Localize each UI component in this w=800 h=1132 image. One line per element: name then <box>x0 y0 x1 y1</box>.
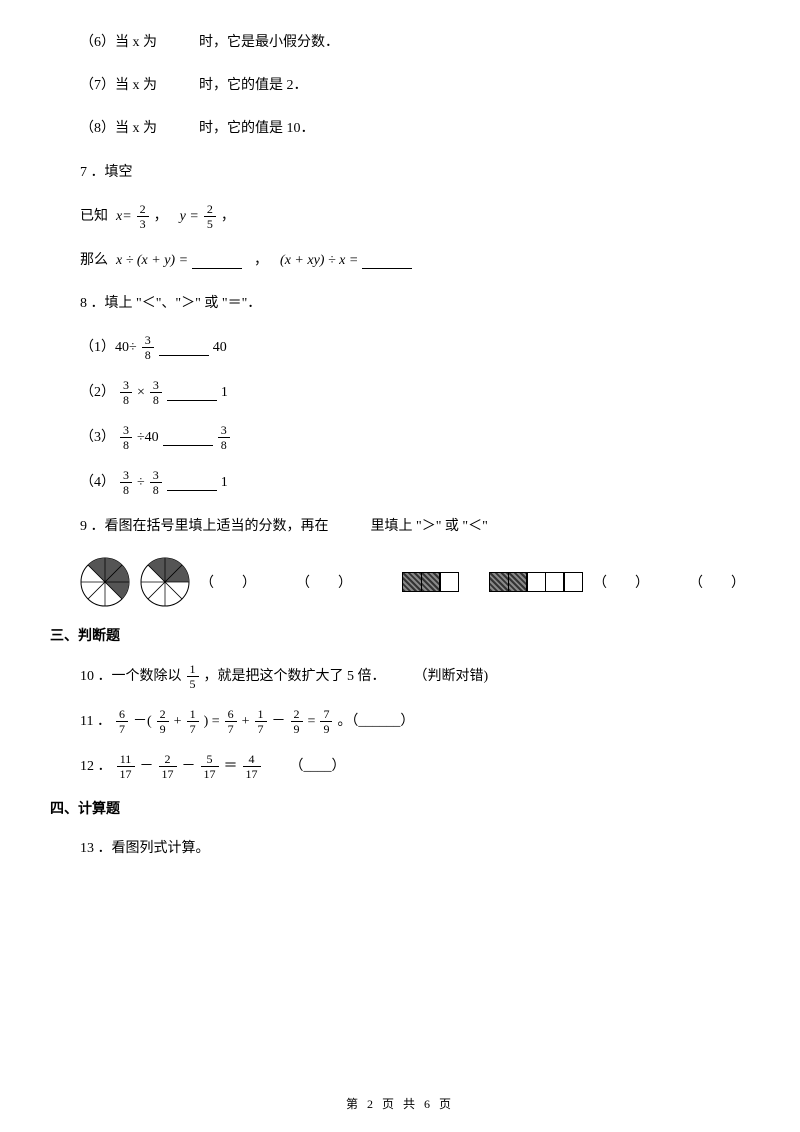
q11-eq: = <box>308 709 316 734</box>
q8-1-b: 40 <box>213 335 227 360</box>
known-prefix: 已知 <box>80 204 108 229</box>
sep: ， <box>254 248 268 273</box>
frac-3-8-f: 38 <box>120 469 132 496</box>
frac-6-7b: 67 <box>225 708 237 735</box>
blank-expr2[interactable] <box>362 252 412 269</box>
q11-plus2: + <box>242 709 250 734</box>
q8-2-times: × <box>137 380 145 405</box>
figures-row: （ ） （ ） （ ） （ ） <box>80 557 750 607</box>
question-9-label: 9 ．看图在括号里填上适当的分数，再在 里填上 "＞" 或 "＜" <box>80 514 750 539</box>
question-7-sub: （7）当 x 为 时，它的值是 2． <box>80 73 750 98</box>
blank-8-4[interactable] <box>167 474 217 491</box>
q8-2-c: 1 <box>221 380 228 405</box>
blank-8-3[interactable] <box>163 429 213 446</box>
question-11: 11 ． 67 －( 29 + 17 ) = 67 + 17 － 29 = 79… <box>80 708 750 735</box>
q8-1-a: （1）40÷ <box>80 335 137 360</box>
q8-4: （4） 38 ÷ 38 1 <box>80 469 750 496</box>
frac-1-7b: 17 <box>255 708 267 735</box>
frac-1-7a: 17 <box>187 708 199 735</box>
frac-7-9: 79 <box>320 708 332 735</box>
frac-11-17: 1117 <box>117 753 135 780</box>
known-values: 已知 x= 23 ， y = 25 ， <box>80 203 750 230</box>
q12-m1: － <box>140 754 154 779</box>
blank-8-2[interactable] <box>167 384 217 401</box>
q8-3: （3） 38 ÷40 38 <box>80 424 750 451</box>
q11-mid: ) = <box>204 709 220 734</box>
frac-4-17: 417 <box>243 753 261 780</box>
q8-3-b: ÷40 <box>137 425 159 450</box>
then-prefix: 那么 <box>80 248 108 273</box>
q8-3-a: （3） <box>80 425 115 450</box>
page-footer: 第 2 页 共 6 页 <box>0 1095 800 1112</box>
question-8-sub: （8）当 x 为 时，它的值是 10． <box>80 116 750 141</box>
comma-1: ， <box>154 204 168 229</box>
section-4-title: 四、计算题 <box>50 798 750 818</box>
q8-4-div: ÷ <box>137 470 145 495</box>
paren-1[interactable]: （ ） <box>200 572 256 592</box>
frac-3-8-a: 38 <box>142 334 154 361</box>
frac-3-8-d: 38 <box>120 424 132 451</box>
paren-4[interactable]: （ ） <box>689 572 745 592</box>
question-12: 12 ． 1117 － 217 － 517 ＝ 417 （____） <box>80 753 750 780</box>
q11-a: 11 ． <box>80 709 111 734</box>
question-10: 10 ．一个数除以 15 ，就是把这个数扩大了 5 倍． （判断对错) <box>80 663 750 690</box>
pie-2 <box>140 557 190 607</box>
q8-1: （1）40÷ 38 40 <box>80 334 750 361</box>
frac-3-8-g: 38 <box>150 469 162 496</box>
q8-4-a: （4） <box>80 470 115 495</box>
bar-2 <box>489 572 583 592</box>
q10-a: 10 ．一个数除以 <box>80 664 182 689</box>
x-equals: x= <box>116 204 132 229</box>
frac-2-17: 217 <box>159 753 177 780</box>
expr2: (x + xy) ÷ x = <box>280 248 358 273</box>
frac-2-9b: 29 <box>291 708 303 735</box>
frac-5-17: 517 <box>201 753 219 780</box>
frac-3-8-c: 38 <box>150 379 162 406</box>
frac-2-9a: 29 <box>157 708 169 735</box>
q12-eq: ＝ <box>224 754 238 779</box>
frac-2-5: 25 <box>204 203 216 230</box>
blank-8-1[interactable] <box>159 339 209 356</box>
paren-3[interactable]: （ ） <box>593 572 649 592</box>
q11-minus: －( <box>133 709 152 734</box>
q8-2-a: （2） <box>80 380 115 405</box>
question-6: （6）当 x 为 时，它是最小假分数． <box>80 30 750 55</box>
pie-1 <box>80 557 130 607</box>
question-8-label: 8 ．填上 "＜"、"＞" 或 "＝"． <box>80 291 750 316</box>
frac-2-3: 23 <box>137 203 149 230</box>
frac-1-5: 15 <box>187 663 199 690</box>
q11-plus: + <box>174 709 182 734</box>
bar-1 <box>402 572 459 592</box>
frac-3-8-e: 38 <box>218 424 230 451</box>
then-expressions: 那么 x ÷ (x + y) = ， (x + xy) ÷ x = <box>80 248 750 273</box>
section-3-title: 三、判断题 <box>50 625 750 645</box>
q11-end[interactable]: 。（______） <box>337 709 414 734</box>
q12-a: 12 ． <box>80 754 112 779</box>
y-equals: y = <box>180 204 199 229</box>
q12-end[interactable]: （____） <box>290 754 346 779</box>
question-7-label: 7 ．填空 <box>80 160 750 185</box>
paren-2[interactable]: （ ） <box>296 572 352 592</box>
frac-3-8-b: 38 <box>120 379 132 406</box>
q11-minus2: － <box>272 709 286 734</box>
expr1: x ÷ (x + y) = <box>116 248 188 273</box>
q10-b: ，就是把这个数扩大了 5 倍． （判断对错) <box>204 664 489 689</box>
q8-4-c: 1 <box>221 470 228 495</box>
comma-2: ， <box>221 204 235 229</box>
frac-6-7a: 67 <box>116 708 128 735</box>
q12-m2: － <box>182 754 196 779</box>
blank-expr1[interactable] <box>192 252 242 269</box>
question-13: 13 ．看图列式计算。 <box>80 836 750 861</box>
q8-2: （2） 38 × 38 1 <box>80 379 750 406</box>
